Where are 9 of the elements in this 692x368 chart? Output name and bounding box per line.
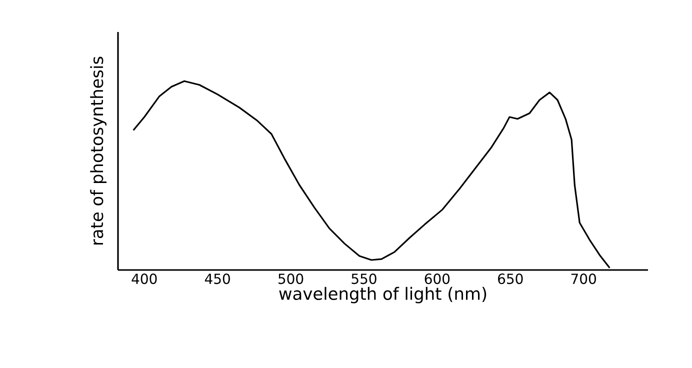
x-tick-label: 700	[571, 274, 596, 284]
y-axis-title: rate of photosynthesis	[90, 56, 107, 245]
x-axis-title: wavelength of light (nm)	[279, 286, 486, 304]
x-tick-label: 650	[498, 274, 523, 284]
x-tick-label: 550	[352, 274, 376, 284]
x-tick-label: 500	[278, 274, 304, 284]
x-tick-label: 400	[132, 274, 157, 284]
x-tick-label: 600	[424, 274, 450, 284]
x-tick-label: 450	[204, 274, 230, 284]
